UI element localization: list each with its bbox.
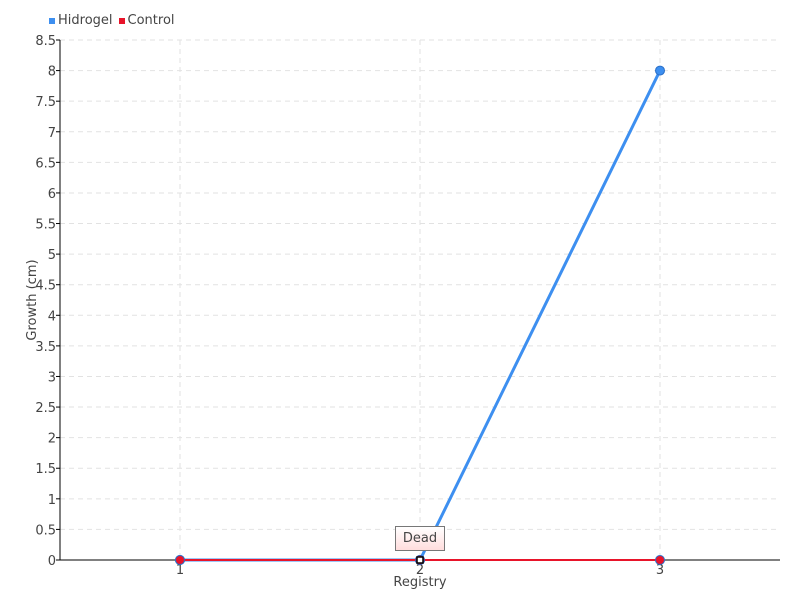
y-tick-label: 2.5 <box>35 401 56 416</box>
legend-swatch-control <box>118 17 125 24</box>
y-tick-label: 0 <box>48 554 56 569</box>
legend-item-control[interactable]: Control <box>118 13 175 28</box>
y-tick-label: 7 <box>48 126 56 141</box>
y-tick-label: 5 <box>48 248 56 263</box>
y-tick-label: 4.5 <box>35 279 56 294</box>
x-tick-label: 1 <box>176 563 184 578</box>
y-axis-label: Growth (cm) <box>25 259 40 340</box>
y-tick-label: 1 <box>48 493 56 508</box>
data-point-hidrogel <box>655 65 665 76</box>
data-point-control <box>175 555 185 565</box>
y-tick-label: 8.5 <box>35 34 56 49</box>
y-tick-label: 4 <box>48 309 56 324</box>
x-axis-label: Registry <box>393 575 447 590</box>
legend-item-hidrogel[interactable]: Hidrogel <box>49 13 113 28</box>
legend-label-control: Control <box>127 13 175 28</box>
legend-label-hidrogel: Hidrogel <box>58 13 113 28</box>
y-tick-label: 3 <box>48 370 56 385</box>
y-tick-label: 1.5 <box>35 462 56 477</box>
y-tick-label: 7.5 <box>35 95 56 110</box>
y-tick-label: 5.5 <box>35 218 56 233</box>
x-tick-label: 2 <box>416 563 424 578</box>
y-tick-label: 0.5 <box>35 523 56 538</box>
legend-swatch-hidrogel <box>49 17 55 24</box>
tooltip: Dead <box>395 526 445 551</box>
y-tick-label: 2 <box>48 432 56 447</box>
y-tick-label: 6.5 <box>35 156 56 171</box>
hover-marker <box>416 556 424 564</box>
y-tick-label: 6 <box>48 187 56 202</box>
x-tick-label: 3 <box>656 563 664 578</box>
data-point-control <box>655 555 665 565</box>
y-tick-label: 3.5 <box>35 340 56 355</box>
y-tick-label: 8 <box>48 65 56 80</box>
legend: Hidrogel Control <box>49 13 175 28</box>
